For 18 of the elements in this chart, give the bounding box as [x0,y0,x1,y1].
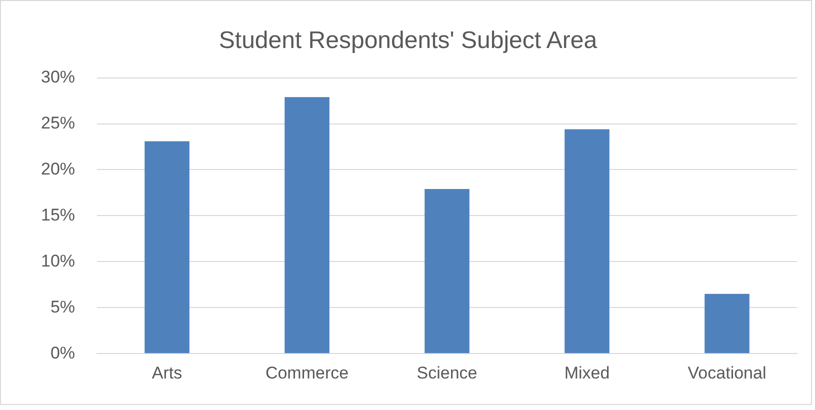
y-tick-label: 5% [50,297,76,316]
chart-title: Student Respondents' Subject Area [218,27,598,54]
y-tick-label: 30% [40,67,76,86]
bar [564,129,610,354]
x-tick-label: Mixed [564,363,610,382]
y-tick-label: 10% [40,251,76,270]
bar [144,141,190,354]
x-tick-label: Arts [152,363,182,382]
bar [704,294,750,354]
y-tick-label: 25% [40,113,76,132]
x-tick-label: Science [416,363,478,382]
bar [284,97,330,354]
y-tick-label: 0% [50,343,76,362]
x-tick-label: Vocational [688,363,766,382]
x-tick-label: Commerce [265,363,349,382]
bar [424,189,470,354]
y-tick-label: 20% [40,159,76,178]
y-tick-label: 15% [40,205,76,224]
